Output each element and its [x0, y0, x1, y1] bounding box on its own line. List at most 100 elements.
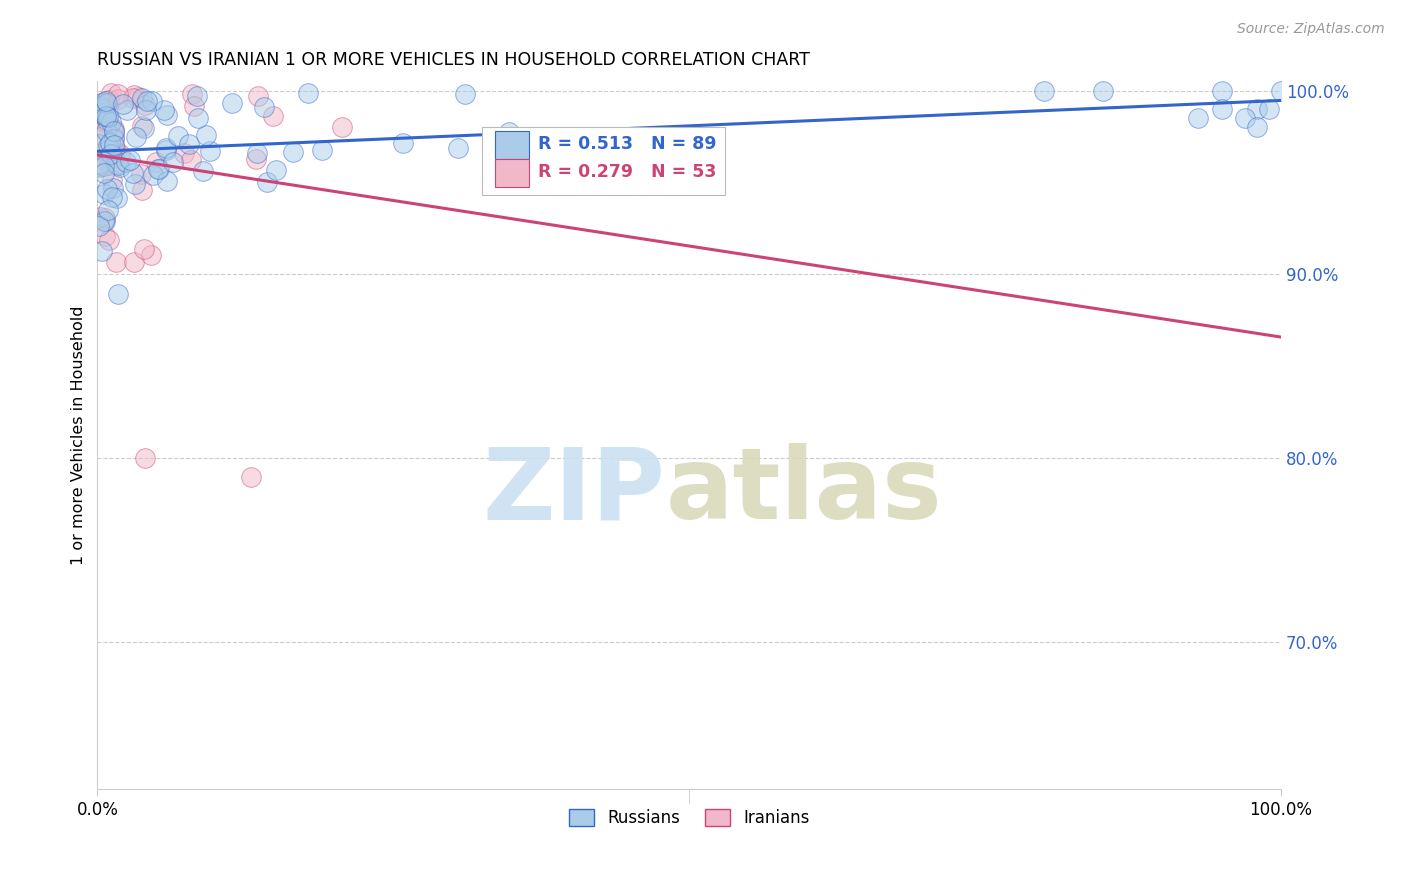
Point [122, 255, 145, 269]
FancyBboxPatch shape [495, 159, 530, 186]
Point [97, 142, 120, 156]
Point [187, 111, 209, 125]
Point [134, 242, 156, 256]
Point [96, 182, 118, 196]
Point [115, 103, 138, 117]
Point [195, 128, 218, 142]
Point [98, 136, 121, 151]
Text: ZIP: ZIP [482, 443, 665, 541]
Point [96, 150, 118, 164]
Point [1258, 102, 1281, 116]
Text: R = 0.279   N = 53: R = 0.279 N = 53 [537, 163, 716, 181]
Point [297, 86, 319, 100]
Point [191, 164, 214, 178]
Point [100, 146, 122, 161]
Point [1211, 84, 1233, 98]
FancyBboxPatch shape [482, 128, 724, 194]
Point [246, 145, 269, 160]
Point [245, 153, 267, 167]
Point [90, 244, 112, 258]
Point [89, 136, 111, 151]
Point [91, 108, 114, 122]
Point [180, 153, 202, 167]
Point [103, 123, 125, 137]
Point [107, 158, 129, 172]
Point [101, 139, 124, 153]
Point [98, 94, 121, 108]
Point [166, 128, 188, 143]
Point [122, 166, 145, 180]
Point [131, 167, 153, 181]
Point [87, 112, 110, 126]
Point [122, 91, 145, 105]
Point [114, 155, 136, 169]
Point [122, 88, 145, 103]
Point [96, 113, 118, 128]
Point [94, 229, 117, 244]
Point [118, 153, 141, 167]
Point [93, 166, 115, 180]
Point [89, 211, 111, 225]
Point [1270, 84, 1292, 98]
Point [246, 88, 269, 103]
Point [240, 469, 263, 483]
Point [1187, 111, 1209, 125]
Point [1211, 102, 1233, 116]
Text: Source: ZipAtlas.com: Source: ZipAtlas.com [1237, 22, 1385, 37]
Point [87, 159, 110, 173]
Point [89, 160, 111, 174]
Point [127, 89, 149, 103]
Point [156, 108, 179, 122]
Point [264, 163, 287, 178]
Point [104, 141, 127, 155]
Point [89, 112, 111, 127]
Point [1246, 102, 1268, 116]
Point [93, 211, 115, 225]
Point [156, 173, 179, 187]
Point [142, 169, 165, 183]
Point [155, 143, 177, 157]
Point [94, 214, 117, 228]
Point [173, 145, 195, 160]
Point [330, 120, 353, 135]
Point [98, 118, 121, 132]
Point [139, 248, 162, 262]
Point [1092, 84, 1115, 98]
Point [91, 95, 114, 109]
Point [186, 88, 208, 103]
Point [454, 87, 477, 101]
Point [135, 103, 157, 117]
Point [104, 255, 127, 269]
Point [253, 100, 276, 114]
Point [90, 103, 112, 117]
Point [107, 287, 129, 301]
Point [221, 96, 243, 111]
Point [162, 155, 184, 169]
Point [263, 109, 285, 123]
Point [100, 86, 122, 100]
Point [89, 99, 111, 113]
Point [134, 451, 156, 466]
Point [98, 233, 121, 247]
Point [103, 142, 125, 156]
Point [96, 109, 118, 123]
Point [91, 129, 114, 144]
Point [145, 154, 167, 169]
Point [103, 130, 125, 145]
Point [1246, 120, 1268, 135]
Point [107, 92, 129, 106]
Point [180, 87, 202, 102]
Point [134, 98, 156, 112]
Point [131, 183, 153, 197]
Point [311, 143, 333, 157]
Point [90, 95, 112, 110]
Point [87, 157, 110, 171]
Point [131, 90, 153, 104]
FancyBboxPatch shape [495, 131, 530, 159]
Point [93, 159, 115, 173]
Point [93, 186, 115, 201]
Point [94, 103, 117, 117]
Point [103, 122, 125, 136]
Text: RUSSIAN VS IRANIAN 1 OR MORE VEHICLES IN HOUSEHOLD CORRELATION CHART: RUSSIAN VS IRANIAN 1 OR MORE VEHICLES IN… [97, 51, 810, 69]
Point [100, 173, 122, 187]
